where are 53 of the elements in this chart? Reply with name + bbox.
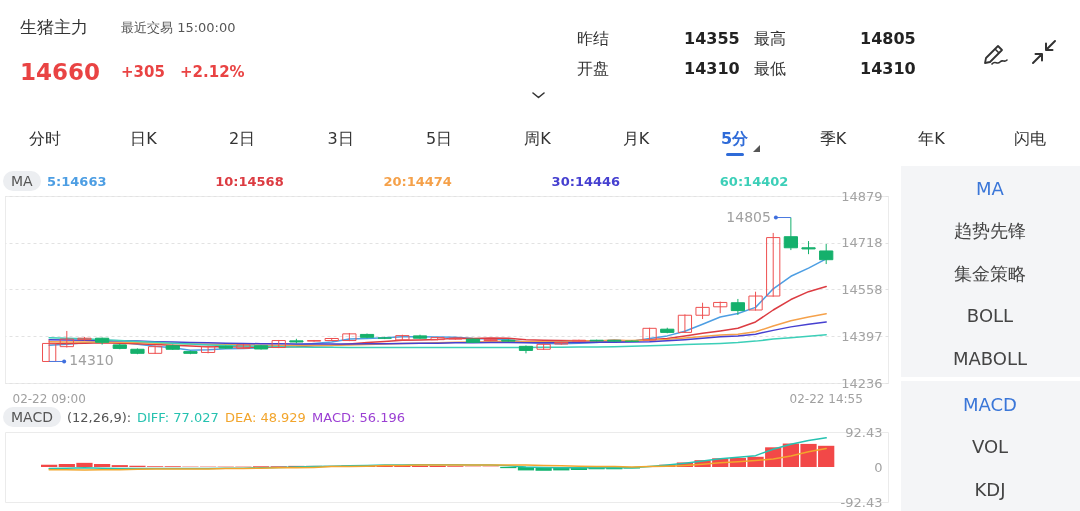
text: 日K	[130, 127, 157, 149]
legend-title: MA	[3, 171, 41, 191]
legend-title: MACD	[3, 407, 61, 427]
y-tick-label: -92.43	[840, 494, 883, 510]
x-tick-label: 02-22 09:00	[12, 391, 86, 406]
text: 3日	[327, 127, 354, 149]
text: 14310	[684, 57, 740, 79]
text: 趋势先锋	[954, 219, 1026, 243]
text: 生猪主力	[20, 16, 88, 38]
annotation: 14805	[726, 208, 771, 225]
text: MACD	[963, 392, 1017, 416]
y-tick-label: 0	[874, 459, 883, 475]
text: BOLL	[966, 304, 1014, 328]
text: 10:14568	[215, 172, 284, 190]
text: 14355	[684, 27, 740, 49]
text: +2.12%	[180, 62, 245, 82]
text: 14660	[20, 58, 101, 87]
text: 周K	[524, 127, 551, 149]
text: 60:14402	[719, 172, 789, 190]
text: 最近交易 15:00:00	[121, 18, 236, 36]
text: 分时	[29, 127, 61, 149]
text: MACD: 56.196	[312, 408, 405, 426]
text: 昨结	[577, 27, 609, 49]
y-tick-label: 14558	[841, 281, 883, 297]
text: 开盘	[577, 57, 609, 79]
y-tick-label: 14236	[841, 375, 883, 391]
text: 季K	[819, 127, 847, 149]
text: MA	[976, 176, 1004, 200]
y-tick-label: 14397	[841, 328, 883, 344]
text: (12,26,9):	[67, 408, 132, 426]
text: 5日	[425, 127, 453, 149]
y-tick-label: 14718	[841, 235, 883, 251]
text: 5:14663	[47, 172, 107, 190]
text: DIFF: 77.027	[137, 408, 219, 426]
text: 集金策略	[954, 261, 1026, 285]
text: VOL	[971, 435, 1009, 459]
annotation: 14310	[69, 352, 114, 369]
text: 最高	[754, 27, 786, 49]
text: 14310	[860, 57, 916, 79]
text: DEA: 48.929	[225, 408, 306, 426]
text: 最低	[754, 57, 786, 79]
text: 20:14474	[383, 172, 452, 190]
text: 年K	[918, 127, 945, 149]
text: 闪电	[1014, 127, 1046, 149]
text: 30:14446	[551, 172, 621, 190]
x-tick-label: 02-22 14:55	[789, 391, 863, 406]
text: 14805	[860, 27, 916, 49]
text: MABOLL	[952, 346, 1028, 370]
text: +305	[121, 62, 165, 82]
text: 5分	[720, 127, 749, 149]
text: KDJ	[974, 477, 1006, 501]
text: 月K	[622, 127, 650, 149]
text: 2日	[228, 127, 256, 149]
